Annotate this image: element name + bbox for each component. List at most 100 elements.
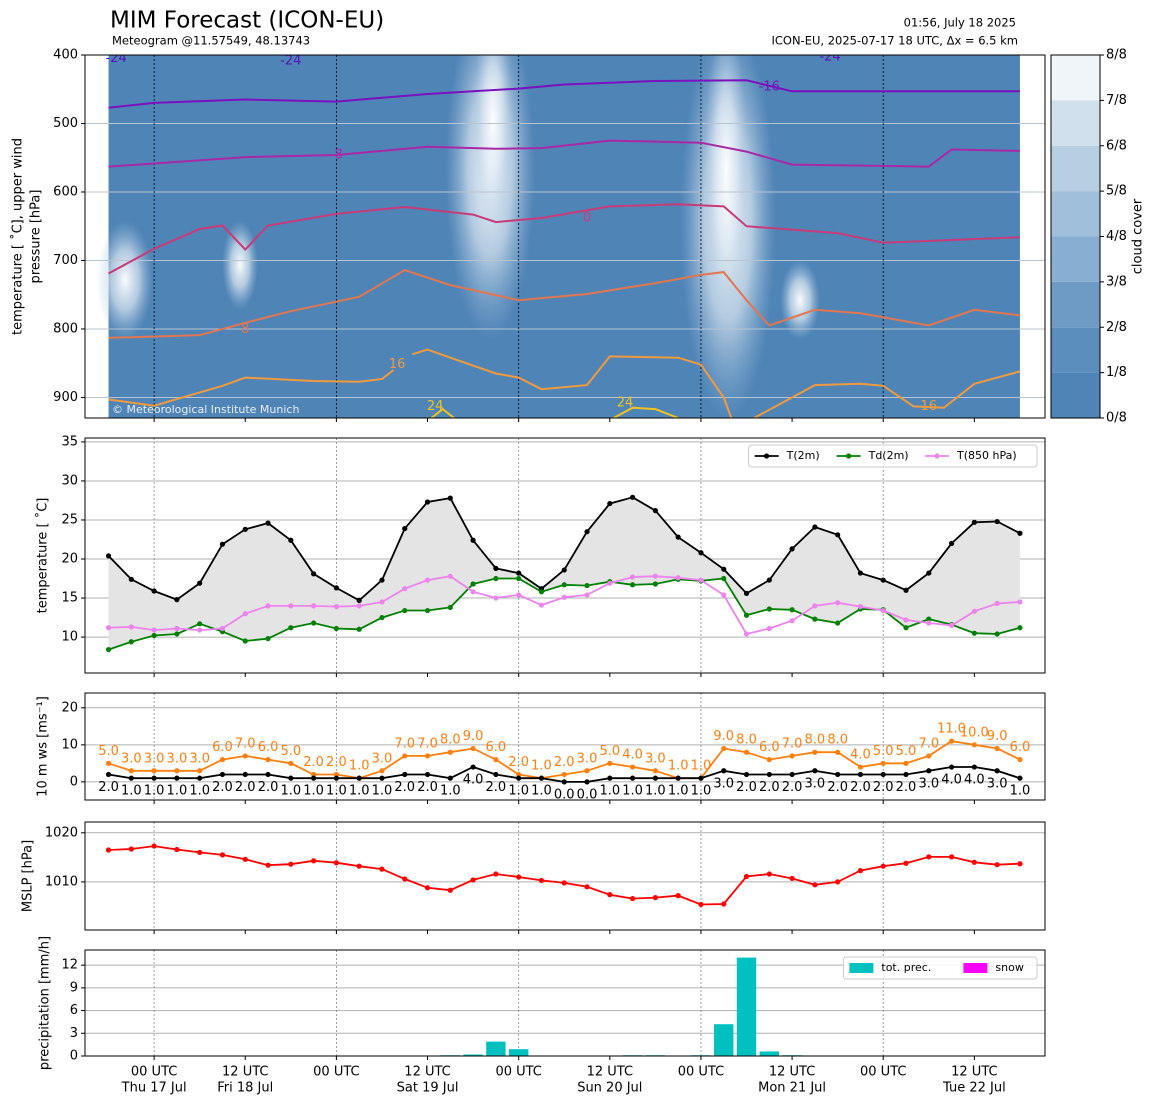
- x-tick-date: Sat 19 Jul: [397, 1081, 459, 1096]
- value-label: 2.0: [759, 780, 780, 795]
- data-point: [743, 631, 750, 637]
- contour-label: 0: [583, 211, 591, 226]
- data-point: [151, 588, 157, 594]
- data-point: [607, 775, 613, 781]
- data-point: [402, 771, 408, 778]
- data-point: [105, 771, 112, 778]
- colorbar-tick-label: 3/8: [1106, 274, 1127, 289]
- data-point: [1017, 625, 1023, 631]
- run-time: 01:56, July 18 2025: [904, 16, 1016, 30]
- y-tick-label: 9: [70, 980, 78, 995]
- data-point: [151, 632, 157, 639]
- colorbar-tick-label: 2/8: [1106, 320, 1127, 335]
- data-point: [470, 537, 476, 543]
- data-point: [288, 603, 294, 609]
- data-point: [1017, 599, 1023, 605]
- data-point: [766, 625, 772, 632]
- x-tick-date: Tue 22 Jul: [942, 1081, 1006, 1096]
- value-label: 6.0: [486, 740, 507, 755]
- data-point: [197, 621, 203, 627]
- data-point: [994, 518, 1000, 525]
- data-point: [105, 646, 112, 653]
- data-point: [675, 775, 681, 781]
- precip-bar: [736, 957, 757, 1056]
- precip-bar: [508, 1049, 529, 1056]
- data-point: [948, 854, 955, 860]
- data-point: [880, 577, 886, 583]
- colorbar-tick-label: 7/8: [1106, 93, 1127, 108]
- data-point: [379, 775, 385, 781]
- value-label: 0.0: [577, 787, 598, 802]
- value-label: 1.0: [531, 784, 552, 799]
- value-label: 7.0: [918, 736, 939, 751]
- value-label: 7.0: [417, 736, 438, 751]
- data-point: [766, 606, 772, 612]
- plot-frame: [84, 692, 1046, 801]
- data-point: [789, 607, 795, 613]
- data-point: [538, 775, 545, 781]
- data-point: [288, 775, 294, 781]
- x-tick-label: 12 UTC: [404, 1065, 450, 1080]
- data-point: [493, 595, 499, 601]
- data-point: [470, 877, 476, 883]
- value-label: 2.0: [212, 780, 233, 795]
- x-tick-date: Fri 18 Jul: [217, 1081, 273, 1096]
- value-label: 8.0: [827, 733, 848, 748]
- data-point: [242, 638, 248, 644]
- data-point: [948, 738, 955, 744]
- data-point: [926, 753, 932, 759]
- data-point: [789, 753, 795, 759]
- contour-label: -24: [819, 50, 840, 65]
- data-point: [561, 567, 567, 573]
- value-label: 8.0: [440, 733, 461, 748]
- data-point: [105, 847, 112, 853]
- y-tick-label: 900: [53, 390, 78, 405]
- data-point: [311, 571, 317, 577]
- colorbar-tick-label: 6/8: [1106, 138, 1127, 153]
- precip-bar: [714, 1024, 734, 1056]
- data-point: [333, 604, 339, 610]
- y-tick-label: 1010: [45, 874, 78, 889]
- value-label: 5.0: [599, 744, 620, 759]
- cloud-cover-field: [108, 55, 1020, 418]
- data-point: [470, 745, 476, 752]
- value-label: 1.0: [349, 784, 370, 799]
- y-axis-label: 10 m ws [ms⁻¹]: [36, 696, 51, 797]
- value-label: 2.0: [873, 780, 894, 795]
- y-tick-label: 35: [61, 434, 78, 449]
- precip-bar: [486, 1041, 506, 1056]
- data-point: [197, 627, 203, 633]
- legend-marker: [934, 453, 940, 459]
- data-point: [721, 575, 727, 582]
- data-point: [1017, 530, 1023, 536]
- data-point: [447, 775, 453, 781]
- value-label: 9.0: [713, 729, 734, 744]
- legend-label: snow: [995, 961, 1023, 974]
- data-point: [219, 541, 226, 547]
- plot-frame: [84, 949, 1046, 1057]
- data-point: [903, 625, 909, 631]
- data-point: [265, 636, 271, 642]
- colorbar-band: [1051, 372, 1100, 418]
- data-point: [1017, 861, 1023, 867]
- data-point: [629, 494, 636, 500]
- data-point: [584, 884, 590, 890]
- data-point: [174, 846, 180, 853]
- colorbar-tick-label: 8/8: [1106, 48, 1127, 63]
- legend-label: T(850 hPa): [956, 449, 1017, 462]
- data-point: [197, 775, 203, 781]
- cloud-field: [97, 55, 1020, 418]
- data-point: [561, 594, 567, 600]
- x-tick-label: 00 UTC: [495, 1065, 541, 1080]
- contours: -24 -24 -24 -16 -8 0 8 16 16 24 24: [106, 50, 1021, 418]
- y-tick-label: 30: [61, 473, 78, 488]
- temperature-contour: [430, 406, 679, 418]
- value-label: 1.0: [1010, 784, 1031, 799]
- data-point: [424, 607, 431, 614]
- x-tick-label: 12 UTC: [587, 1065, 633, 1080]
- value-label: 3.0: [645, 751, 666, 766]
- data-point: [926, 854, 932, 860]
- data-point: [926, 570, 932, 576]
- data-point: [151, 843, 157, 849]
